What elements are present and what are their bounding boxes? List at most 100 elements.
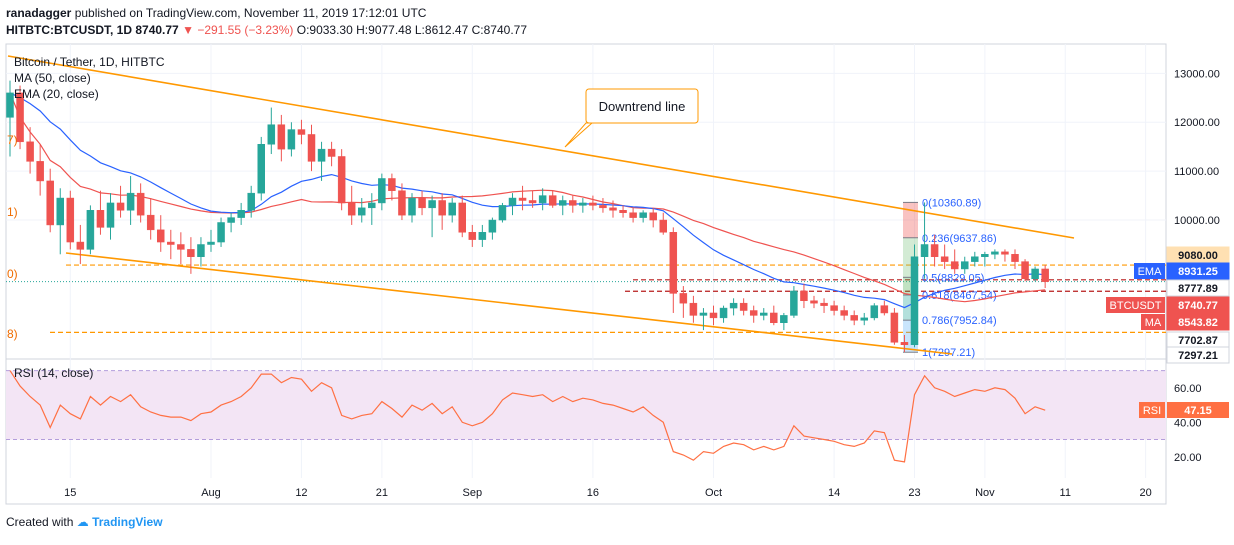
open-value: 9033.30 — [309, 23, 353, 37]
time-tick-label: 23 — [908, 487, 920, 499]
candle — [790, 286, 798, 318]
candle-body — [277, 124, 286, 150]
candle — [347, 185, 356, 225]
candle-body — [760, 312, 768, 316]
candle-body — [689, 302, 698, 316]
candle-body — [679, 293, 688, 304]
fib-label: 0.236(9637.86) — [922, 233, 997, 245]
price-badge-value: 7702.87 — [1178, 335, 1218, 347]
tradingview-brand[interactable]: TradingView — [92, 515, 163, 529]
candle-body — [478, 232, 487, 240]
candle-body — [368, 202, 376, 209]
legend-ma: MA (50, close) — [14, 71, 91, 85]
time-axis[interactable]: 15 Aug 12 21 Sep 16 Oct 14 23 Nov 11 20 — [64, 487, 1152, 499]
price-badge: 8543.82 MA — [1141, 313, 1230, 331]
candle — [398, 183, 406, 221]
candle-body — [297, 129, 306, 135]
left-cut-label: 8) — [7, 327, 18, 341]
candle — [86, 205, 95, 255]
candle — [438, 193, 446, 230]
lower-channel-line — [65, 252, 953, 355]
trend-lines[interactable] — [7, 55, 1075, 355]
rsi-badge-name: RSI — [1143, 405, 1161, 417]
author-name[interactable]: ranadagger — [6, 6, 72, 20]
candle — [378, 173, 386, 211]
candle — [820, 298, 828, 313]
candle — [36, 144, 44, 196]
candle-body — [649, 212, 657, 221]
candle-body — [589, 202, 597, 206]
candle — [981, 251, 989, 267]
candle — [548, 190, 557, 208]
candle — [1011, 249, 1019, 269]
callout-box — [585, 88, 699, 124]
candle-body — [116, 202, 125, 211]
candle-body — [518, 197, 527, 201]
time-tick-label: 11 — [1060, 487, 1071, 499]
price-axis[interactable]: 13000.00 12000.00 11000.00 10000.00 60.00 40.… — [1174, 68, 1220, 463]
candle-body — [1021, 261, 1029, 279]
rsi-pane — [6, 370, 1166, 441]
candle — [840, 305, 848, 321]
candle — [157, 215, 165, 252]
candle — [860, 312, 868, 326]
rsi-badge-box — [1167, 402, 1229, 418]
legend-title: Bitcoin / Tether, 1D, HITBTC — [14, 55, 165, 69]
price-badge-value: 8931.25 — [1178, 266, 1218, 278]
candle-body — [609, 207, 617, 211]
candle — [940, 244, 949, 269]
candle-body — [659, 219, 667, 233]
rsi-line — [9, 370, 1046, 463]
time-tick-label: Aug — [201, 487, 221, 499]
price-badge-box — [1166, 262, 1230, 280]
candle — [900, 334, 909, 353]
candle — [569, 195, 577, 213]
candle — [1031, 266, 1039, 282]
candle-body — [890, 312, 899, 343]
legend-ema: EMA (20, close) — [14, 87, 99, 101]
price-tick-label: 10000.00 — [1174, 215, 1220, 227]
time-tick-label: Oct — [705, 487, 722, 499]
candle — [136, 183, 145, 223]
candle — [498, 202, 507, 223]
last-price: 8740.77 — [135, 23, 179, 37]
candle — [669, 227, 678, 313]
candle — [518, 185, 527, 211]
chart-legend: Bitcoin / Tether, 1D, HITBTC MA (50, clo… — [14, 55, 165, 380]
candle — [930, 234, 939, 267]
downtrend-line — [7, 55, 1075, 239]
candle — [317, 141, 326, 181]
candle-body — [629, 212, 637, 218]
candle — [579, 198, 587, 213]
candle-body — [398, 190, 406, 216]
open-label: O: — [296, 23, 310, 37]
candle-body — [820, 302, 828, 306]
candle-body — [910, 256, 919, 346]
candle-body — [6, 92, 14, 118]
candle — [538, 188, 547, 211]
downtrend-callout[interactable]: Downtrend line — [564, 88, 699, 148]
candle-body — [56, 197, 64, 226]
candle — [488, 217, 497, 240]
candle-body — [428, 200, 436, 209]
candle — [810, 295, 818, 309]
rsi-line-layer — [9, 370, 1046, 463]
candle-body — [830, 305, 838, 311]
rsi-badge-name-box — [1139, 402, 1165, 418]
candle — [146, 198, 155, 240]
candle — [639, 210, 647, 223]
candle-body — [197, 244, 205, 257]
candle-body — [749, 310, 758, 316]
candle — [679, 286, 688, 318]
candle-body — [1001, 251, 1009, 255]
candle — [116, 185, 125, 218]
rsi-legend: RSI (14, close) — [14, 366, 93, 380]
candle-body — [126, 192, 135, 211]
candle-body — [488, 219, 497, 233]
price-tick-label: 13000.00 — [1174, 68, 1220, 80]
candle-body — [167, 241, 175, 245]
candle-body — [106, 202, 115, 228]
left-cut-label: 7) — [7, 133, 18, 147]
